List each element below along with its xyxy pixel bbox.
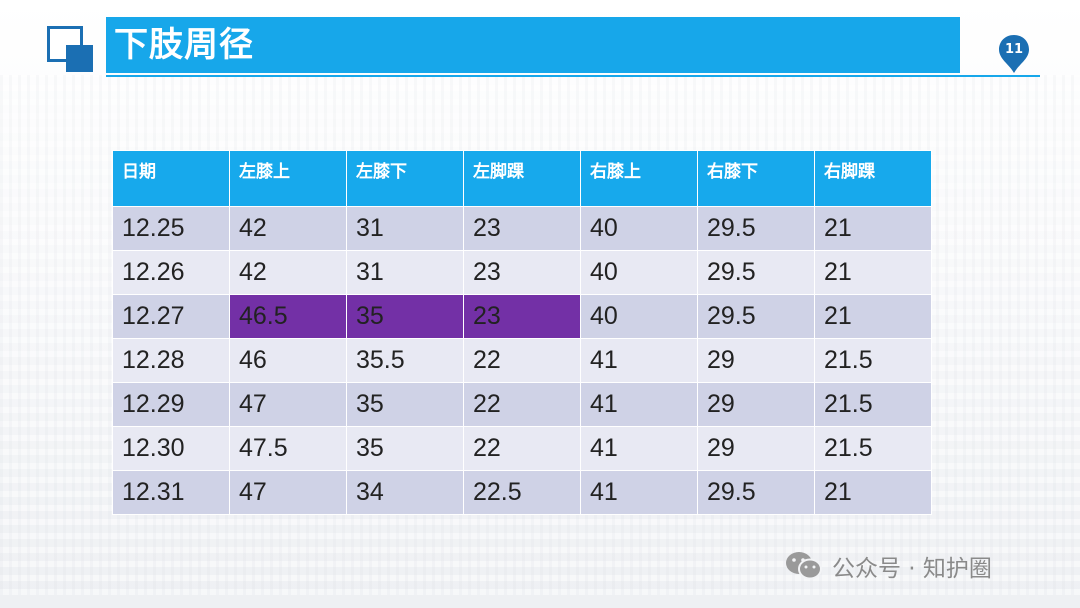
table-cell: 21 [815,295,931,338]
table-row: 12.30 47.5 35 22 41 29 21.5 [113,427,931,470]
header-right-below-knee: 右膝下 [698,151,814,206]
table-cell: 12.27 [113,295,229,338]
table-cell: 40 [581,207,697,250]
table-cell: 29.5 [698,207,814,250]
table-cell: 40 [581,295,697,338]
table-cell: 21 [815,207,931,250]
table-cell: 42 [230,251,346,294]
table-cell: 12.29 [113,383,229,426]
table-cell: 21.5 [815,339,931,382]
header-right-ankle: 右脚踝 [815,151,931,206]
table-cell: 35 [347,383,463,426]
title-underline [106,75,1040,77]
table-row: 12.25 42 31 23 40 29.5 21 [113,207,931,250]
header-right-above-knee: 右膝上 [581,151,697,206]
table-cell: 29.5 [698,471,814,514]
table-cell: 22 [464,339,580,382]
table-cell: 12.25 [113,207,229,250]
table-cell: 42 [230,207,346,250]
table-cell: 22 [464,383,580,426]
table-cell: 41 [581,471,697,514]
table-cell: 22.5 [464,471,580,514]
table-cell: 23 [464,251,580,294]
table-cell: 29.5 [698,295,814,338]
table-cell: 47 [230,471,346,514]
table-cell: 21.5 [815,383,931,426]
highlighted-cell: 23 [464,295,580,338]
table-cell: 21 [815,251,931,294]
table-cell: 31 [347,207,463,250]
table-cell: 41 [581,339,697,382]
table-cell: 29.5 [698,251,814,294]
table-cell: 29 [698,427,814,470]
table-cell: 35.5 [347,339,463,382]
table-row: 12.28 46 35.5 22 41 29 21.5 [113,339,931,382]
title-banner [106,17,960,73]
table-cell: 29 [698,339,814,382]
table-header-row: 日期 左膝上 左膝下 左脚踝 右膝上 右膝下 右脚踝 [113,151,931,206]
highlighted-cell: 35 [347,295,463,338]
header-left-below-knee: 左膝下 [347,151,463,206]
table-cell: 12.26 [113,251,229,294]
watermark: 公众号 · 知护圈 [784,548,992,584]
header-left-ankle: 左脚踝 [464,151,580,206]
table-cell: 12.28 [113,339,229,382]
table-cell: 12.30 [113,427,229,470]
table-cell: 31 [347,251,463,294]
table-row: 12.29 47 35 22 41 29 21.5 [113,383,931,426]
header-left-above-knee: 左膝上 [230,151,346,206]
page-number-pin-icon [999,35,1029,73]
table-cell: 21.5 [815,427,931,470]
table-cell: 22 [464,427,580,470]
table-cell: 34 [347,471,463,514]
table-cell: 41 [581,427,697,470]
table-row: 12.26 42 31 23 40 29.5 21 [113,251,931,294]
table-row: 12.27 46.5 35 23 40 29.5 21 [113,295,931,338]
table-cell: 41 [581,383,697,426]
table-cell: 47.5 [230,427,346,470]
table-cell: 23 [464,207,580,250]
logo-filled-square [66,45,93,72]
page-number: 11 [1004,42,1024,57]
table-row: 12.31 47 34 22.5 41 29.5 21 [113,471,931,514]
highlighted-cell: 46.5 [230,295,346,338]
table-cell: 29 [698,383,814,426]
wechat-icon [786,552,822,580]
table-cell: 12.31 [113,471,229,514]
slide-title: 下肢周径 [114,25,254,65]
header-date: 日期 [113,151,229,206]
table-cell: 40 [581,251,697,294]
table-cell: 46 [230,339,346,382]
table-cell: 21 [815,471,931,514]
table-cell: 47 [230,383,346,426]
watermark-text: 公众号 · 知护圈 [832,556,992,582]
table-cell: 35 [347,427,463,470]
circumference-table: 日期 左膝上 左膝下 左脚踝 右膝上 右膝下 右脚踝 12.25 42 31 2… [112,150,932,515]
